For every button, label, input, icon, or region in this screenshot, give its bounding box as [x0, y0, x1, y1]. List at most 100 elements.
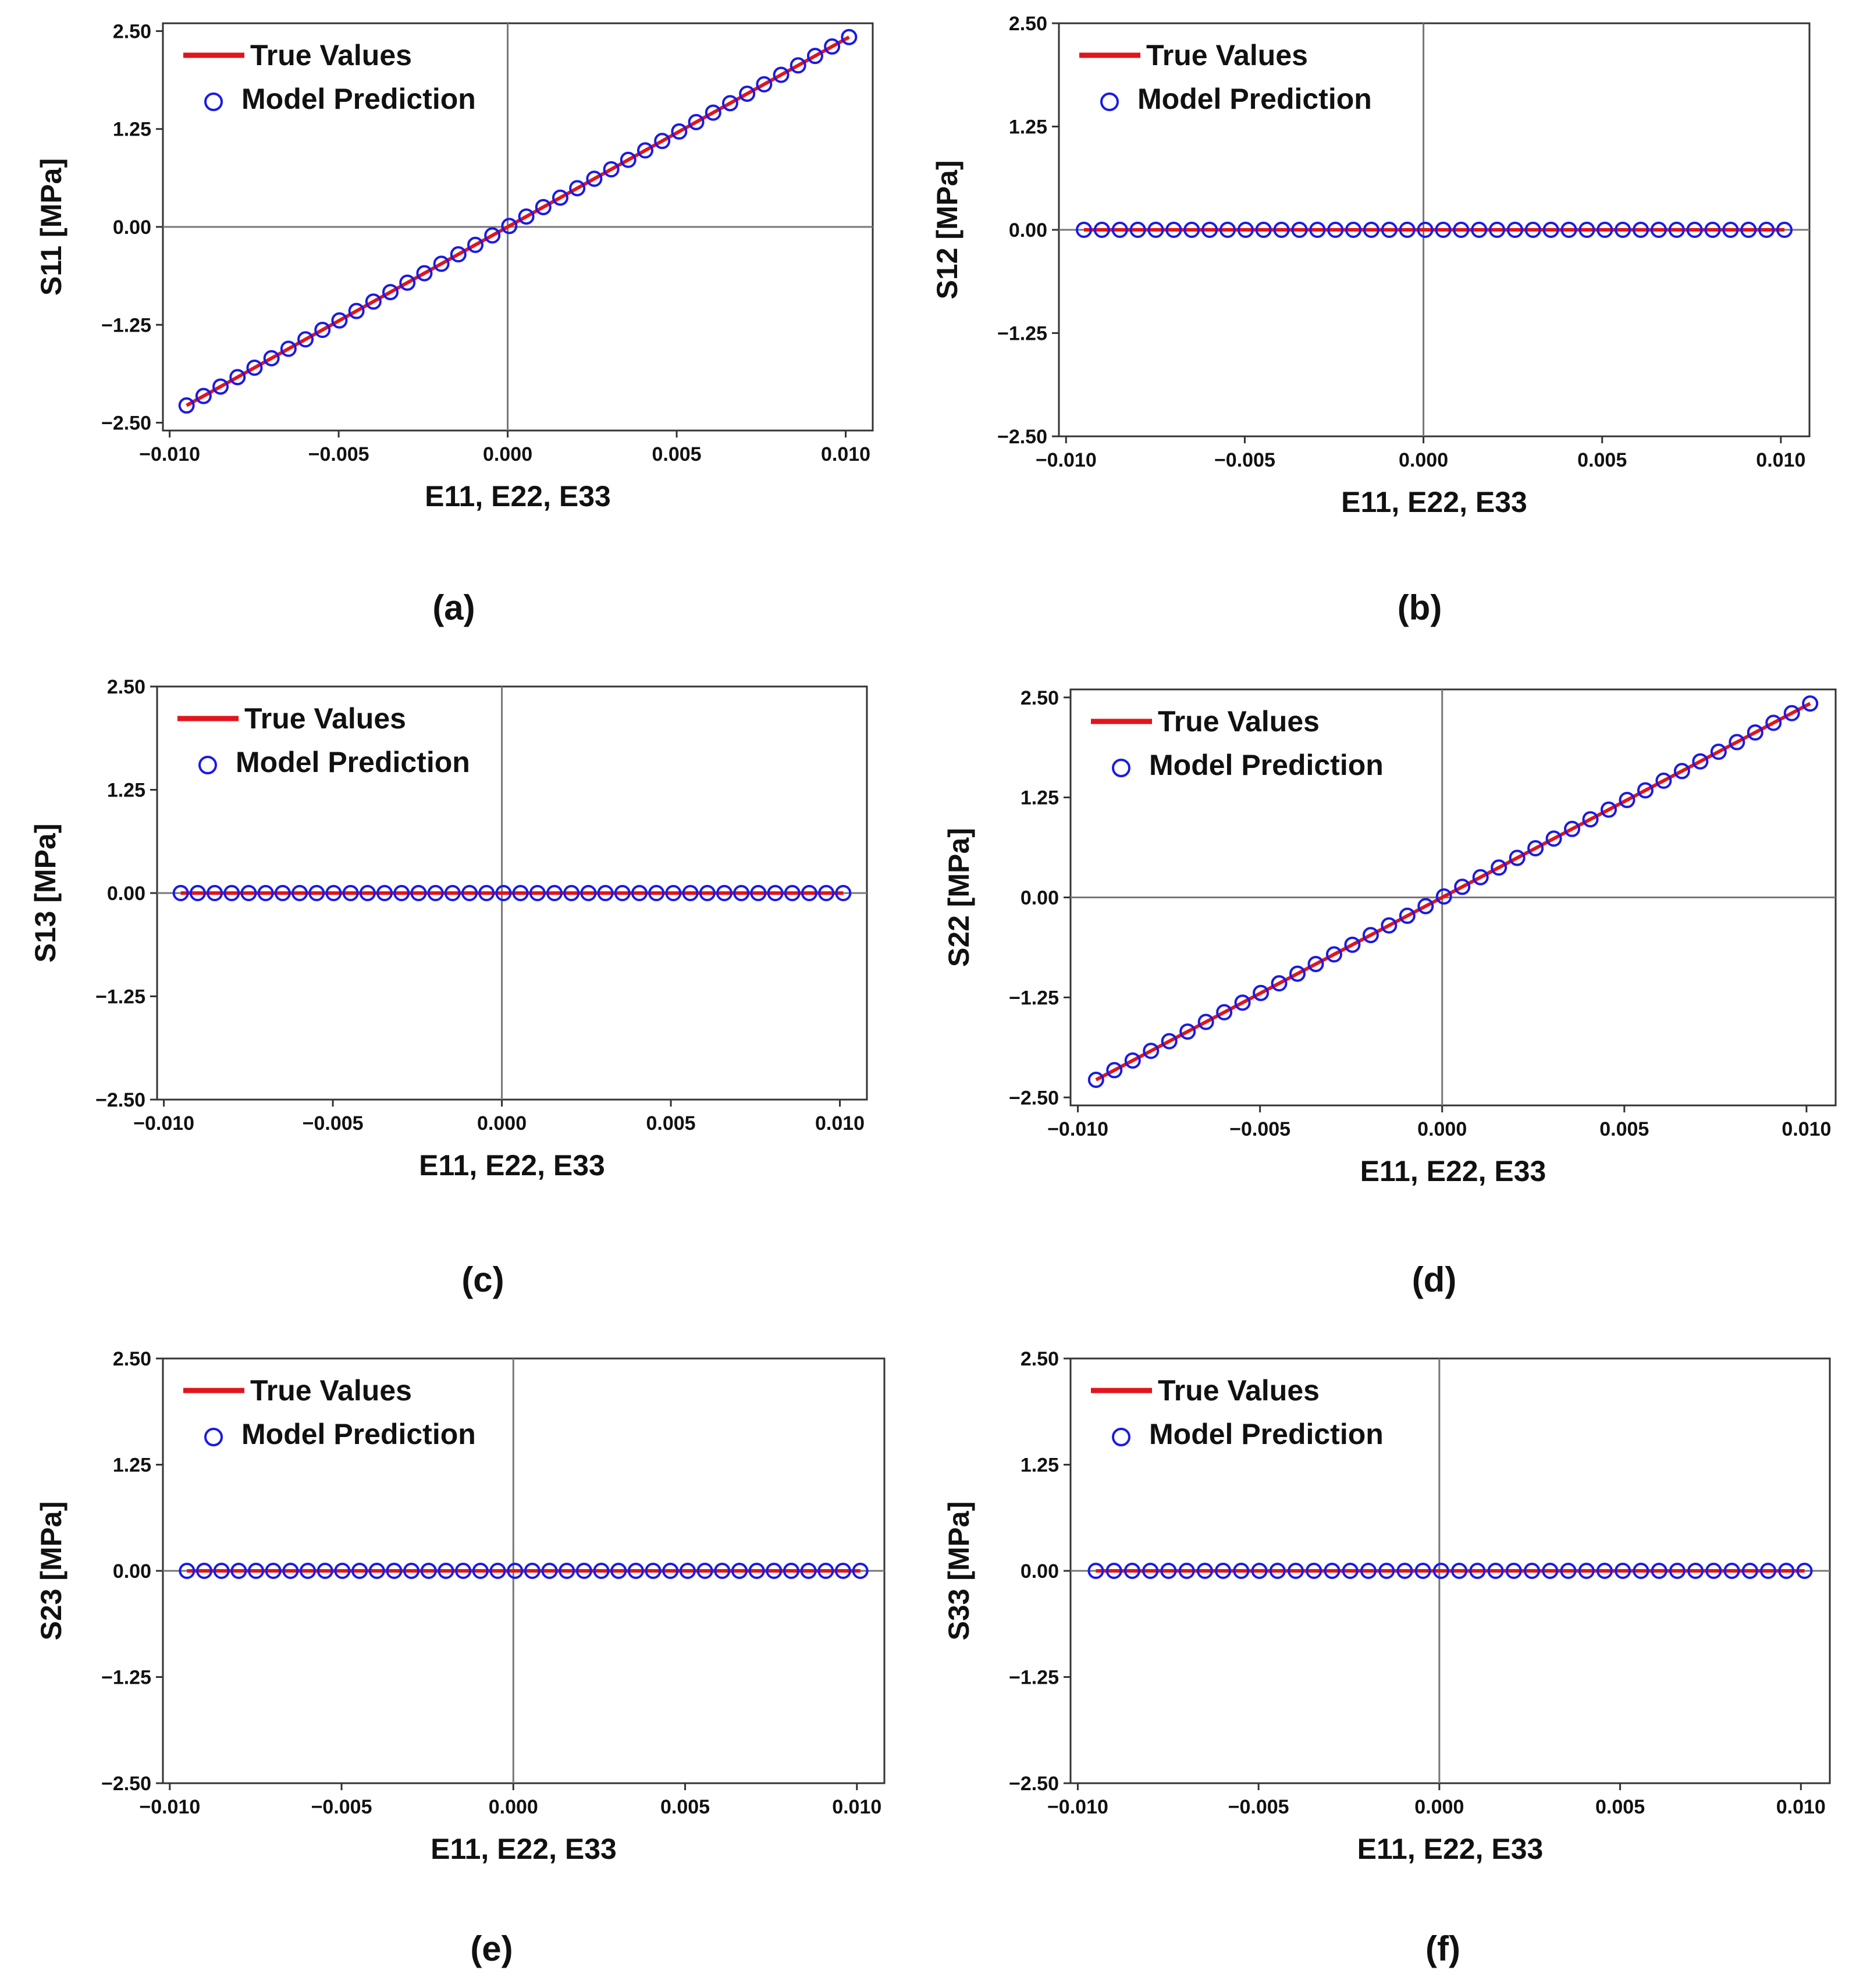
y-tick-label: −1.25	[1009, 1667, 1059, 1689]
model-prediction-point	[1615, 222, 1631, 238]
model-prediction-point	[1142, 1563, 1159, 1579]
model-prediction-point	[196, 1563, 213, 1579]
x-tick-label: −0.005	[1229, 1118, 1290, 1140]
model-prediction-point	[1560, 222, 1577, 238]
x-tick-label: −0.005	[311, 1796, 372, 1818]
model-prediction-point	[1560, 1563, 1577, 1579]
model-prediction-point	[489, 1563, 506, 1579]
model-prediction-point	[721, 95, 738, 112]
x-tick-label: 0.005	[1599, 1118, 1649, 1140]
y-tick-label: −1.25	[101, 314, 151, 336]
model-prediction-point	[1306, 1563, 1322, 1579]
model-prediction-point	[416, 265, 433, 282]
model-prediction-point	[512, 885, 529, 901]
model-prediction-point	[342, 885, 359, 901]
model-prediction-point	[1165, 222, 1182, 238]
model-prediction-point	[1123, 1563, 1140, 1579]
model-prediction-point	[1655, 772, 1672, 789]
model-prediction-point	[1578, 1563, 1595, 1579]
model-prediction-point	[1747, 724, 1763, 741]
model-prediction-point	[1796, 1563, 1813, 1579]
model-prediction-point	[467, 236, 484, 253]
x-tick-label: 0.010	[821, 443, 870, 465]
model-prediction-point	[1360, 1563, 1377, 1579]
model-prediction-point	[1417, 222, 1434, 238]
model-prediction-point	[645, 1563, 662, 1579]
model-prediction-point	[410, 885, 427, 901]
model-prediction-point	[1758, 222, 1775, 238]
legend-model-prediction-swatch	[198, 756, 217, 774]
model-prediction-point	[1505, 1563, 1522, 1579]
model-prediction-point	[1178, 1563, 1195, 1579]
x-tick-label: −0.010	[1047, 1796, 1108, 1818]
y-tick-label: −2.50	[1009, 1773, 1059, 1795]
x-axis-label: E11, E22, E33	[431, 1833, 617, 1865]
legend-true-values-label: True Values	[1158, 1374, 1320, 1407]
chart-a-svg: −0.010 −0.005 0.000 0.005 0.010 2.50 1.25 0.00 −…	[35, 20, 874, 513]
model-prediction-point	[1273, 222, 1290, 238]
y-tick-label: 1.25	[107, 780, 145, 802]
model-prediction-point	[1723, 1563, 1740, 1579]
y-tick-label: 0.00	[1021, 1560, 1059, 1582]
model-prediction-point	[1234, 994, 1251, 1011]
model-prediction-point	[1076, 222, 1092, 238]
y-axis-label: S13 [MPa]	[29, 824, 62, 963]
model-prediction-point	[1600, 801, 1617, 818]
y-tick-label: 2.50	[113, 1348, 151, 1370]
model-prediction-point	[1673, 763, 1690, 780]
legend-model-prediction-swatch	[204, 1428, 223, 1446]
x-tick-label: 0.000	[1414, 1796, 1464, 1818]
model-prediction-point	[1542, 1563, 1559, 1579]
panel-d: −0.010 −0.005 0.000 0.005 0.010 2.50 1.25 0.00 −…	[943, 687, 1837, 1187]
model-prediction-point	[314, 322, 331, 339]
model-prediction-point	[654, 133, 671, 150]
x-tick-label: −0.010	[1047, 1118, 1108, 1140]
model-prediction-point	[614, 885, 631, 901]
x-axis-label: E11, E22, E33	[419, 1149, 605, 1182]
model-prediction-point	[603, 161, 620, 178]
model-prediction-point	[563, 885, 580, 901]
model-prediction-point	[1668, 222, 1685, 238]
model-prediction-point	[766, 1563, 783, 1579]
legend-model-prediction-swatch	[1100, 93, 1119, 111]
model-prediction-point	[662, 1563, 679, 1579]
model-prediction-point	[1491, 859, 1507, 876]
model-prediction-point	[501, 218, 518, 234]
model-prediction-point	[1687, 1563, 1704, 1579]
model-prediction-point	[546, 885, 563, 901]
model-prediction-point	[1307, 955, 1324, 972]
model-prediction-point	[291, 885, 308, 901]
x-tick-label: 0.010	[1776, 1796, 1826, 1818]
model-prediction-point	[274, 885, 291, 901]
model-prediction-point	[495, 885, 512, 901]
model-prediction-point	[1705, 1563, 1722, 1579]
model-prediction-point	[1545, 830, 1562, 847]
model-prediction-point	[784, 885, 801, 901]
y-tick-label: −1.25	[1009, 987, 1059, 1009]
legend-model-prediction-swatch	[204, 93, 223, 111]
panel-b: −0.010 −0.005 0.000 0.005 0.010 2.50 1.25 0.00 −…	[931, 13, 1811, 518]
model-prediction-point	[767, 885, 784, 901]
y-tick-label: 2.50	[1021, 1348, 1059, 1370]
model-prediction-point	[1637, 782, 1654, 799]
model-prediction-point	[1342, 1563, 1359, 1579]
model-prediction-point	[1692, 753, 1709, 770]
x-axis-label: E11, E22, E33	[425, 480, 611, 513]
model-prediction-point	[178, 397, 195, 414]
model-prediction-point	[1106, 1062, 1123, 1079]
model-prediction-point	[1564, 820, 1581, 837]
legend-model-prediction-swatch	[1112, 759, 1130, 777]
model-prediction-point	[1597, 222, 1613, 238]
model-prediction-point	[212, 378, 229, 395]
model-prediction-point	[393, 885, 410, 901]
panel-f: −0.010 −0.005 0.000 0.005 0.010 2.50 1.25 0.00 −…	[943, 1348, 1831, 1865]
model-prediction-point	[1469, 1563, 1486, 1579]
model-prediction-point	[265, 1563, 282, 1579]
model-prediction-point	[1396, 1563, 1413, 1579]
model-prediction-point	[248, 1563, 265, 1579]
model-prediction-point	[1487, 1563, 1504, 1579]
x-tick-label: 0.000	[489, 1796, 538, 1818]
model-prediction-point	[714, 1563, 731, 1579]
panel-a: −0.010 −0.005 0.000 0.005 0.010 2.50 1.25 0.00 −…	[35, 20, 874, 513]
model-prediction-point	[801, 885, 817, 901]
